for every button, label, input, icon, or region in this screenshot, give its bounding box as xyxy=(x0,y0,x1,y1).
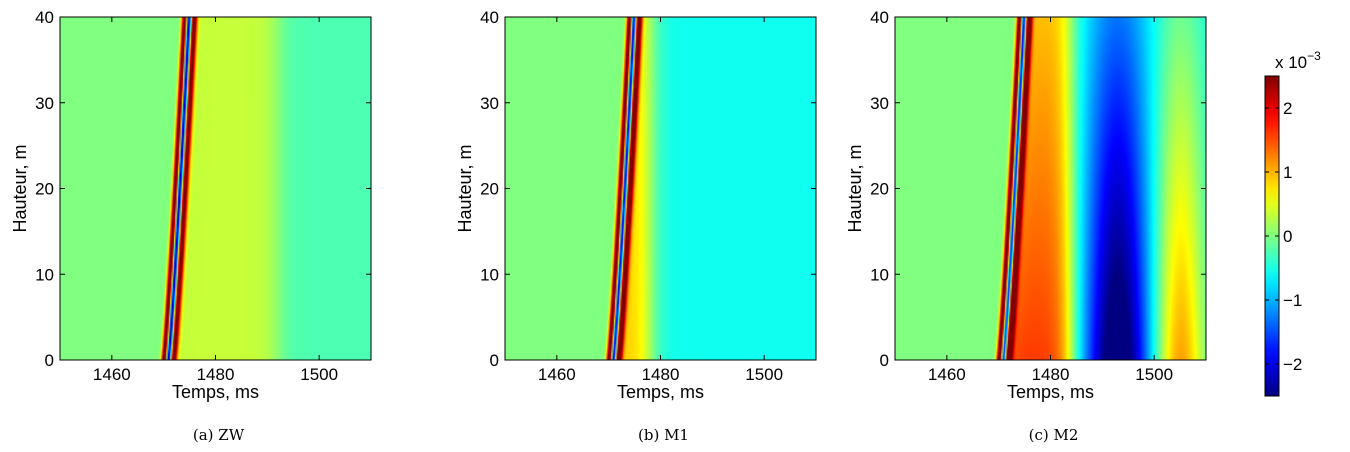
x-axis-label: Temps, ms xyxy=(1007,382,1094,402)
colorbar-tick-label: 2 xyxy=(1283,99,1292,118)
y-tick-label: 20 xyxy=(480,180,499,199)
y-tick-label: 30 xyxy=(35,94,54,113)
colorbar-tick-label: 0 xyxy=(1283,227,1292,246)
x-tick-label: 1480 xyxy=(642,365,680,384)
y-tick-label: 0 xyxy=(490,351,499,370)
y-tick-label: 10 xyxy=(870,265,889,284)
y-tick-label: 0 xyxy=(880,351,889,370)
panel-m1: 1460 1480 1500 0 10 20 30 40 Temps, ms Hauteur, m… xyxy=(455,8,817,444)
y-axis-label: Hauteur, m xyxy=(10,144,30,232)
y-tick-label: 20 xyxy=(870,180,889,199)
y-axis-label: Hauteur, m xyxy=(845,144,865,232)
panel-caption: (b) M1 xyxy=(638,426,689,444)
y-tick-label: 10 xyxy=(480,265,499,284)
y-axis-label: Hauteur, m xyxy=(455,144,475,232)
y-tick-label: 20 xyxy=(35,180,54,199)
x-axis-label: Temps, ms xyxy=(617,382,704,402)
x-tick-label: 1500 xyxy=(745,365,783,384)
panel-zw: 1460 1480 1500 0 10 20 30 40 Temps, ms Hauteur, m… xyxy=(10,8,372,444)
y-tick-label: 10 xyxy=(35,265,54,284)
y-tick-label: 40 xyxy=(35,8,54,27)
heatmap-image xyxy=(895,17,1206,360)
panel-m2: 1460 1480 1500 0 10 20 30 40 Temps, ms Hauteur, m… xyxy=(845,8,1207,444)
x-tick-label: 1500 xyxy=(1135,365,1173,384)
x-tick-label: 1480 xyxy=(197,365,235,384)
y-tick-label: 30 xyxy=(870,94,889,113)
x-tick-label: 1480 xyxy=(1032,365,1070,384)
colorbar: x 10−3 −2 −1 0 1 2 xyxy=(1264,49,1321,397)
colorbar-multiplier: x 10−3 xyxy=(1275,49,1321,72)
y-tick-label: 40 xyxy=(870,8,889,27)
x-tick-label: 1460 xyxy=(538,365,576,384)
x-tick-label: 1460 xyxy=(93,365,131,384)
y-tick-label: 0 xyxy=(45,351,54,370)
y-tick-label: 40 xyxy=(480,8,499,27)
colorbar-tick-label: −1 xyxy=(1283,291,1302,310)
y-tick-label: 30 xyxy=(480,94,499,113)
heatmap-image xyxy=(60,17,371,360)
panel-caption: (a) ZW xyxy=(193,426,245,444)
panel-caption: (c) M2 xyxy=(1029,426,1079,444)
x-tick-label: 1500 xyxy=(300,365,338,384)
x-tick-label: 1460 xyxy=(928,365,966,384)
colorbar-tick-label: 1 xyxy=(1283,163,1292,182)
heatmap-image xyxy=(505,17,816,360)
colorbar-tick-label: −2 xyxy=(1283,355,1302,374)
x-axis-label: Temps, ms xyxy=(172,382,259,402)
